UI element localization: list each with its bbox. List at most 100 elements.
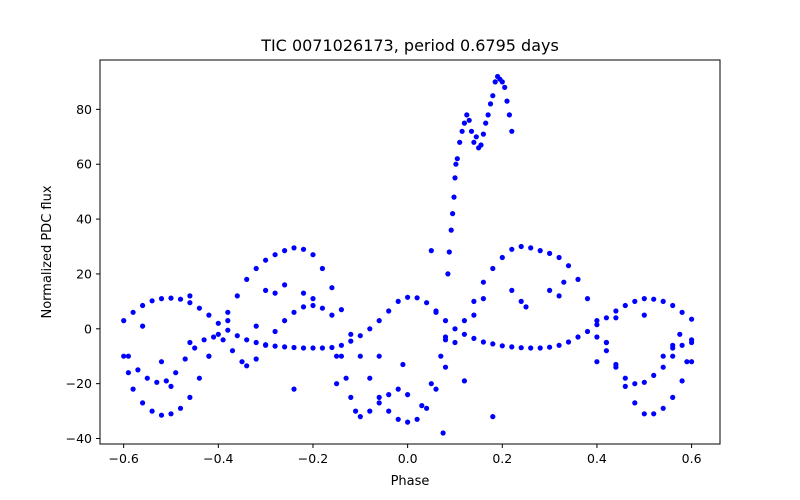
data-point	[348, 338, 354, 344]
data-point	[499, 254, 505, 261]
x-tick-label: −0.2	[298, 451, 328, 466]
data-point	[471, 335, 477, 341]
data-point	[660, 353, 666, 359]
data-point	[177, 296, 184, 302]
data-point	[215, 320, 221, 326]
data-point	[272, 290, 278, 296]
y-tick-label: 80	[76, 102, 92, 117]
data-point	[461, 331, 467, 337]
data-point	[490, 93, 496, 99]
data-point	[319, 265, 325, 272]
data-point	[338, 307, 344, 313]
data-point	[445, 271, 451, 277]
data-point	[490, 341, 496, 347]
data-point	[613, 308, 619, 314]
data-point	[670, 302, 676, 309]
data-point	[272, 328, 278, 335]
data-point	[282, 282, 288, 288]
data-point	[504, 98, 510, 104]
data-point	[528, 245, 534, 251]
data-point	[547, 344, 553, 350]
data-point	[163, 378, 169, 384]
data-point	[196, 375, 202, 381]
data-point	[130, 309, 136, 315]
data-point	[442, 318, 449, 324]
data-point	[211, 334, 217, 340]
data-point	[405, 294, 411, 300]
data-point	[660, 364, 666, 370]
data-point	[158, 359, 165, 365]
data-point	[448, 227, 454, 233]
data-point	[367, 408, 373, 414]
data-point	[428, 381, 434, 387]
data-point	[329, 344, 335, 351]
data-point	[319, 345, 325, 351]
data-point	[177, 405, 184, 411]
data-point	[632, 298, 638, 304]
data-point	[556, 293, 562, 299]
data-point	[173, 370, 179, 376]
data-point	[480, 339, 486, 345]
data-point	[660, 298, 666, 304]
data-point	[457, 139, 463, 145]
data-point	[502, 84, 508, 90]
data-point	[454, 156, 460, 162]
data-point	[442, 337, 449, 343]
data-point	[689, 316, 695, 322]
data-point	[428, 248, 434, 254]
data-point	[689, 339, 695, 346]
data-point	[234, 293, 240, 299]
x-axis-label: Phase	[391, 474, 430, 489]
data-point	[492, 79, 498, 85]
data-point	[338, 353, 344, 359]
data-point	[395, 416, 401, 422]
data-point	[343, 375, 349, 381]
x-tick-label: 0.6	[682, 451, 702, 466]
data-point	[461, 318, 467, 324]
data-point	[291, 344, 297, 351]
data-point	[490, 265, 496, 272]
x-tick-label: 0.4	[587, 451, 607, 466]
data-point	[679, 342, 685, 348]
data-point	[168, 411, 174, 417]
data-point	[480, 279, 486, 285]
data-point	[450, 211, 456, 217]
data-point	[518, 243, 524, 250]
data-point	[282, 248, 288, 254]
data-point	[263, 257, 269, 263]
data-point	[461, 378, 467, 384]
data-point	[424, 405, 430, 411]
data-point	[225, 318, 231, 324]
data-point	[367, 375, 373, 381]
data-point	[386, 408, 392, 414]
data-point	[357, 353, 363, 359]
data-point	[121, 353, 127, 359]
data-point	[154, 379, 160, 385]
data-point	[575, 276, 581, 282]
data-point	[239, 359, 245, 365]
data-point	[282, 318, 288, 324]
data-point	[310, 252, 316, 258]
data-point	[244, 363, 250, 369]
data-point	[499, 79, 505, 85]
data-point	[263, 342, 269, 348]
data-point	[483, 120, 489, 126]
data-point	[480, 296, 486, 302]
data-point	[632, 381, 638, 387]
data-point	[253, 356, 259, 362]
data-point	[506, 112, 512, 118]
data-point	[319, 305, 325, 311]
data-point	[125, 370, 131, 376]
data-point	[613, 364, 619, 370]
data-point	[480, 131, 486, 137]
data-point	[565, 339, 572, 345]
data-point	[300, 304, 307, 310]
data-point	[220, 337, 226, 343]
data-point	[651, 372, 657, 378]
data-point	[419, 403, 425, 409]
data-point	[357, 333, 363, 339]
x-axis: −0.6 −0.4 −0.2 0.0 0.2 0.4 0.6	[108, 444, 702, 466]
data-point	[414, 295, 420, 301]
data-point	[670, 394, 676, 400]
data-point	[679, 378, 685, 384]
